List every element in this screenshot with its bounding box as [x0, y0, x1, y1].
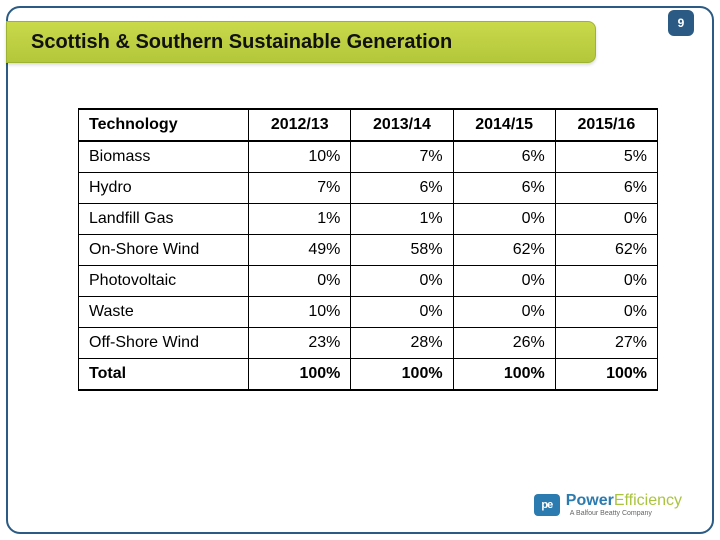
row-value: 0%: [555, 204, 657, 235]
slide-title: Scottish & Southern Sustainable Generati…: [31, 31, 452, 54]
row-value: 0%: [351, 297, 453, 328]
row-label: Hydro: [79, 173, 249, 204]
total-value: 100%: [249, 359, 351, 391]
generation-table: Technology 2012/13 2013/14 2014/15 2015/…: [78, 108, 658, 391]
logo-text-block: PowerEfficiency A Balfour Beatty Company: [566, 492, 682, 518]
row-label: Photovoltaic: [79, 266, 249, 297]
logo-badge-text: pe: [541, 499, 552, 511]
row-value: 0%: [453, 297, 555, 328]
table-row: On-Shore Wind49%58%62%62%: [79, 235, 658, 266]
col-technology: Technology: [79, 109, 249, 141]
logo-part1: Power: [566, 492, 614, 509]
row-value: 0%: [453, 266, 555, 297]
total-label: Total: [79, 359, 249, 391]
logo-brand: PowerEfficiency: [566, 492, 682, 510]
row-label: Biomass: [79, 141, 249, 173]
logo-part2: Efficiency: [614, 492, 682, 509]
row-value: 23%: [249, 328, 351, 359]
row-value: 62%: [555, 235, 657, 266]
row-value: 7%: [249, 173, 351, 204]
total-value: 100%: [555, 359, 657, 391]
logo-badge-icon: pe: [534, 494, 560, 516]
total-value: 100%: [453, 359, 555, 391]
row-value: 1%: [249, 204, 351, 235]
col-2014-15: 2014/15: [453, 109, 555, 141]
row-value: 0%: [555, 297, 657, 328]
row-value: 6%: [453, 141, 555, 173]
row-label: Landfill Gas: [79, 204, 249, 235]
row-value: 6%: [453, 173, 555, 204]
row-value: 5%: [555, 141, 657, 173]
table-total-row: Total100%100%100%100%: [79, 359, 658, 391]
row-label: Waste: [79, 297, 249, 328]
row-label: On-Shore Wind: [79, 235, 249, 266]
title-bar: Scottish & Southern Sustainable Generati…: [6, 21, 596, 63]
row-value: 10%: [249, 141, 351, 173]
table-row: Off-Shore Wind23%28%26%27%: [79, 328, 658, 359]
row-value: 6%: [555, 173, 657, 204]
logo-subline: A Balfour Beatty Company: [570, 510, 682, 518]
row-value: 0%: [351, 266, 453, 297]
row-value: 0%: [249, 266, 351, 297]
table-row: Biomass10%7%6%5%: [79, 141, 658, 173]
row-value: 7%: [351, 141, 453, 173]
row-value: 62%: [453, 235, 555, 266]
row-value: 0%: [453, 204, 555, 235]
footer-logo: pe PowerEfficiency A Balfour Beatty Comp…: [534, 492, 682, 518]
row-label: Off-Shore Wind: [79, 328, 249, 359]
row-value: 1%: [351, 204, 453, 235]
row-value: 49%: [249, 235, 351, 266]
col-2015-16: 2015/16: [555, 109, 657, 141]
row-value: 26%: [453, 328, 555, 359]
row-value: 28%: [351, 328, 453, 359]
page-number: 9: [678, 16, 685, 30]
col-2012-13: 2012/13: [249, 109, 351, 141]
row-value: 27%: [555, 328, 657, 359]
table-row: Photovoltaic0%0%0%0%: [79, 266, 658, 297]
data-table-container: Technology 2012/13 2013/14 2014/15 2015/…: [78, 108, 658, 391]
row-value: 10%: [249, 297, 351, 328]
row-value: 0%: [555, 266, 657, 297]
total-value: 100%: [351, 359, 453, 391]
row-value: 6%: [351, 173, 453, 204]
table-body: Biomass10%7%6%5%Hydro7%6%6%6%Landfill Ga…: [79, 141, 658, 390]
table-header-row: Technology 2012/13 2013/14 2014/15 2015/…: [79, 109, 658, 141]
row-value: 58%: [351, 235, 453, 266]
page-number-badge: 9: [668, 10, 694, 36]
col-2013-14: 2013/14: [351, 109, 453, 141]
table-row: Landfill Gas1%1%0%0%: [79, 204, 658, 235]
table-row: Waste10%0%0%0%: [79, 297, 658, 328]
slide-frame: 9 Scottish & Southern Sustainable Genera…: [6, 6, 714, 534]
table-row: Hydro7%6%6%6%: [79, 173, 658, 204]
